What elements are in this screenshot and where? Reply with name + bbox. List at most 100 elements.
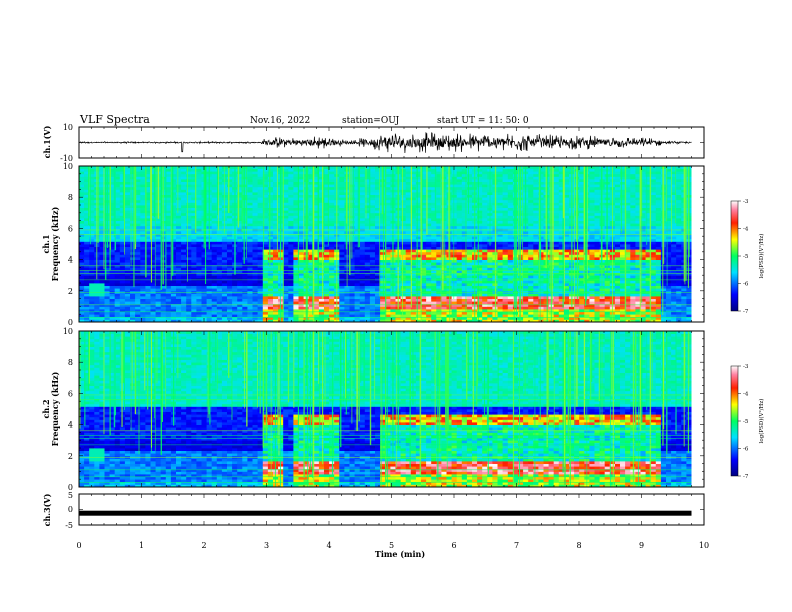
spectrogram-cell — [421, 197, 427, 201]
spectrogram-cell — [293, 233, 299, 237]
spectrogram-cell — [165, 319, 172, 323]
spectrogram-cell — [431, 249, 437, 253]
spectrogram-cell — [456, 319, 463, 323]
spectrogram-cell — [227, 285, 233, 289]
spectrogram-cell — [247, 306, 253, 310]
spectrogram-cell — [344, 301, 350, 305]
spectrogram-cell — [375, 319, 381, 323]
spectrogram-cell — [426, 225, 432, 229]
spectrogram-cell — [426, 277, 432, 281]
spectrogram-cell — [369, 283, 376, 286]
spectrogram-cell — [283, 205, 289, 208]
spectrogram-cell — [247, 259, 253, 263]
spectrogram-cell — [237, 205, 243, 208]
spectrogram-cell — [114, 283, 121, 286]
spectrogram-cell — [298, 277, 304, 281]
spectrogram-cell — [109, 181, 116, 185]
spectrogram-cell — [176, 176, 182, 180]
spectrogram-cell — [135, 301, 141, 305]
spectrogram-cell — [273, 212, 279, 216]
spectrogram-cell — [124, 293, 131, 297]
spectrogram-cell — [421, 233, 427, 237]
spectrogram-cell — [426, 267, 432, 271]
spectrogram-cell — [165, 199, 172, 203]
spectrogram-cell — [247, 192, 253, 195]
spectrogram-cell — [349, 306, 355, 310]
spectrogram-cell — [257, 186, 264, 190]
spectrogram-cell — [298, 264, 304, 268]
spectrogram-cell — [329, 238, 335, 242]
spectrogram-cell — [211, 225, 218, 229]
spectrogram-cell — [364, 184, 371, 188]
spectrogram-cell — [390, 311, 396, 315]
spectrogram-cell — [216, 233, 223, 237]
spectrogram-cell — [211, 233, 218, 237]
spectrogram-cell — [247, 173, 253, 177]
spectrogram-cell — [359, 192, 366, 195]
spectrogram-cell — [410, 249, 417, 253]
spectrogram-cell — [155, 283, 162, 286]
spectrogram-cell — [216, 236, 223, 240]
spectrogram-cell — [109, 238, 116, 242]
spectrogram-cell — [145, 207, 151, 211]
spectrogram-cell — [477, 275, 483, 279]
spectrogram-cell — [165, 233, 172, 237]
spectrogram-cell — [216, 309, 223, 312]
spectrogram-cell — [104, 277, 110, 281]
spectrogram-cell — [191, 189, 197, 193]
spectrogram-cell — [119, 309, 126, 312]
spectrogram-cell — [421, 283, 427, 286]
spectrogram-cell — [267, 246, 274, 250]
spectrogram-cell — [99, 270, 105, 273]
spectrogram-cell — [385, 184, 391, 188]
spectrogram-cell — [354, 277, 361, 281]
spectrogram-cell — [466, 283, 473, 286]
spectrogram-cell — [482, 249, 488, 253]
spectrogram-cell — [329, 189, 335, 193]
spectrogram-cell — [79, 244, 85, 247]
spectrogram-cell — [109, 288, 116, 292]
spectrogram-cell — [456, 233, 463, 237]
spectrogram-cell — [150, 220, 156, 224]
spectrogram-cell — [456, 184, 463, 188]
spectrogram-cell — [482, 246, 488, 250]
spectrogram-cell — [293, 202, 299, 206]
spectrogram-cell — [99, 319, 105, 323]
spectrogram-cell — [385, 207, 391, 211]
spectrogram-cell — [170, 189, 177, 193]
spectrogram-cell — [130, 186, 136, 190]
spectrogram-cell — [252, 215, 258, 219]
spectrogram-cell — [283, 262, 289, 266]
spectrogram-cell — [170, 277, 177, 281]
spectrogram-cell — [109, 251, 116, 255]
spectrogram-cell — [119, 192, 126, 195]
spectrogram-cell — [252, 251, 258, 255]
spectrogram-cell — [186, 296, 192, 299]
spectrogram-cell — [380, 215, 386, 219]
spectrogram-cell — [436, 197, 442, 201]
spectrogram-cell — [293, 249, 299, 253]
spectrogram-cell — [329, 267, 335, 271]
spectrogram-cell — [456, 173, 463, 177]
spectrogram-cell — [176, 184, 182, 188]
spectrogram-cell — [252, 179, 258, 182]
spectrogram-cell — [308, 233, 315, 237]
spectrogram-cell — [369, 275, 376, 279]
spectrogram-cell — [421, 241, 427, 245]
spectrogram-cell — [466, 277, 473, 281]
spectrogram-cell — [186, 199, 192, 203]
spectrogram-cell — [257, 220, 264, 224]
spectrogram-cell — [308, 184, 315, 188]
spectrogram-cell — [415, 244, 422, 247]
spectrogram-cell — [436, 233, 442, 237]
spectrogram-cell — [456, 280, 463, 284]
spectrogram-cell — [150, 288, 156, 292]
spectrogram-cell — [135, 181, 141, 185]
spectrogram-cell — [308, 309, 315, 312]
spectrogram-cell — [293, 254, 299, 258]
spectrogram-cell — [273, 210, 279, 214]
spectrogram-cell — [385, 296, 391, 299]
spectrogram-cell — [405, 259, 412, 263]
spectrogram-cell — [252, 223, 258, 227]
ch1-ytick-bottom: -10 — [60, 154, 73, 163]
